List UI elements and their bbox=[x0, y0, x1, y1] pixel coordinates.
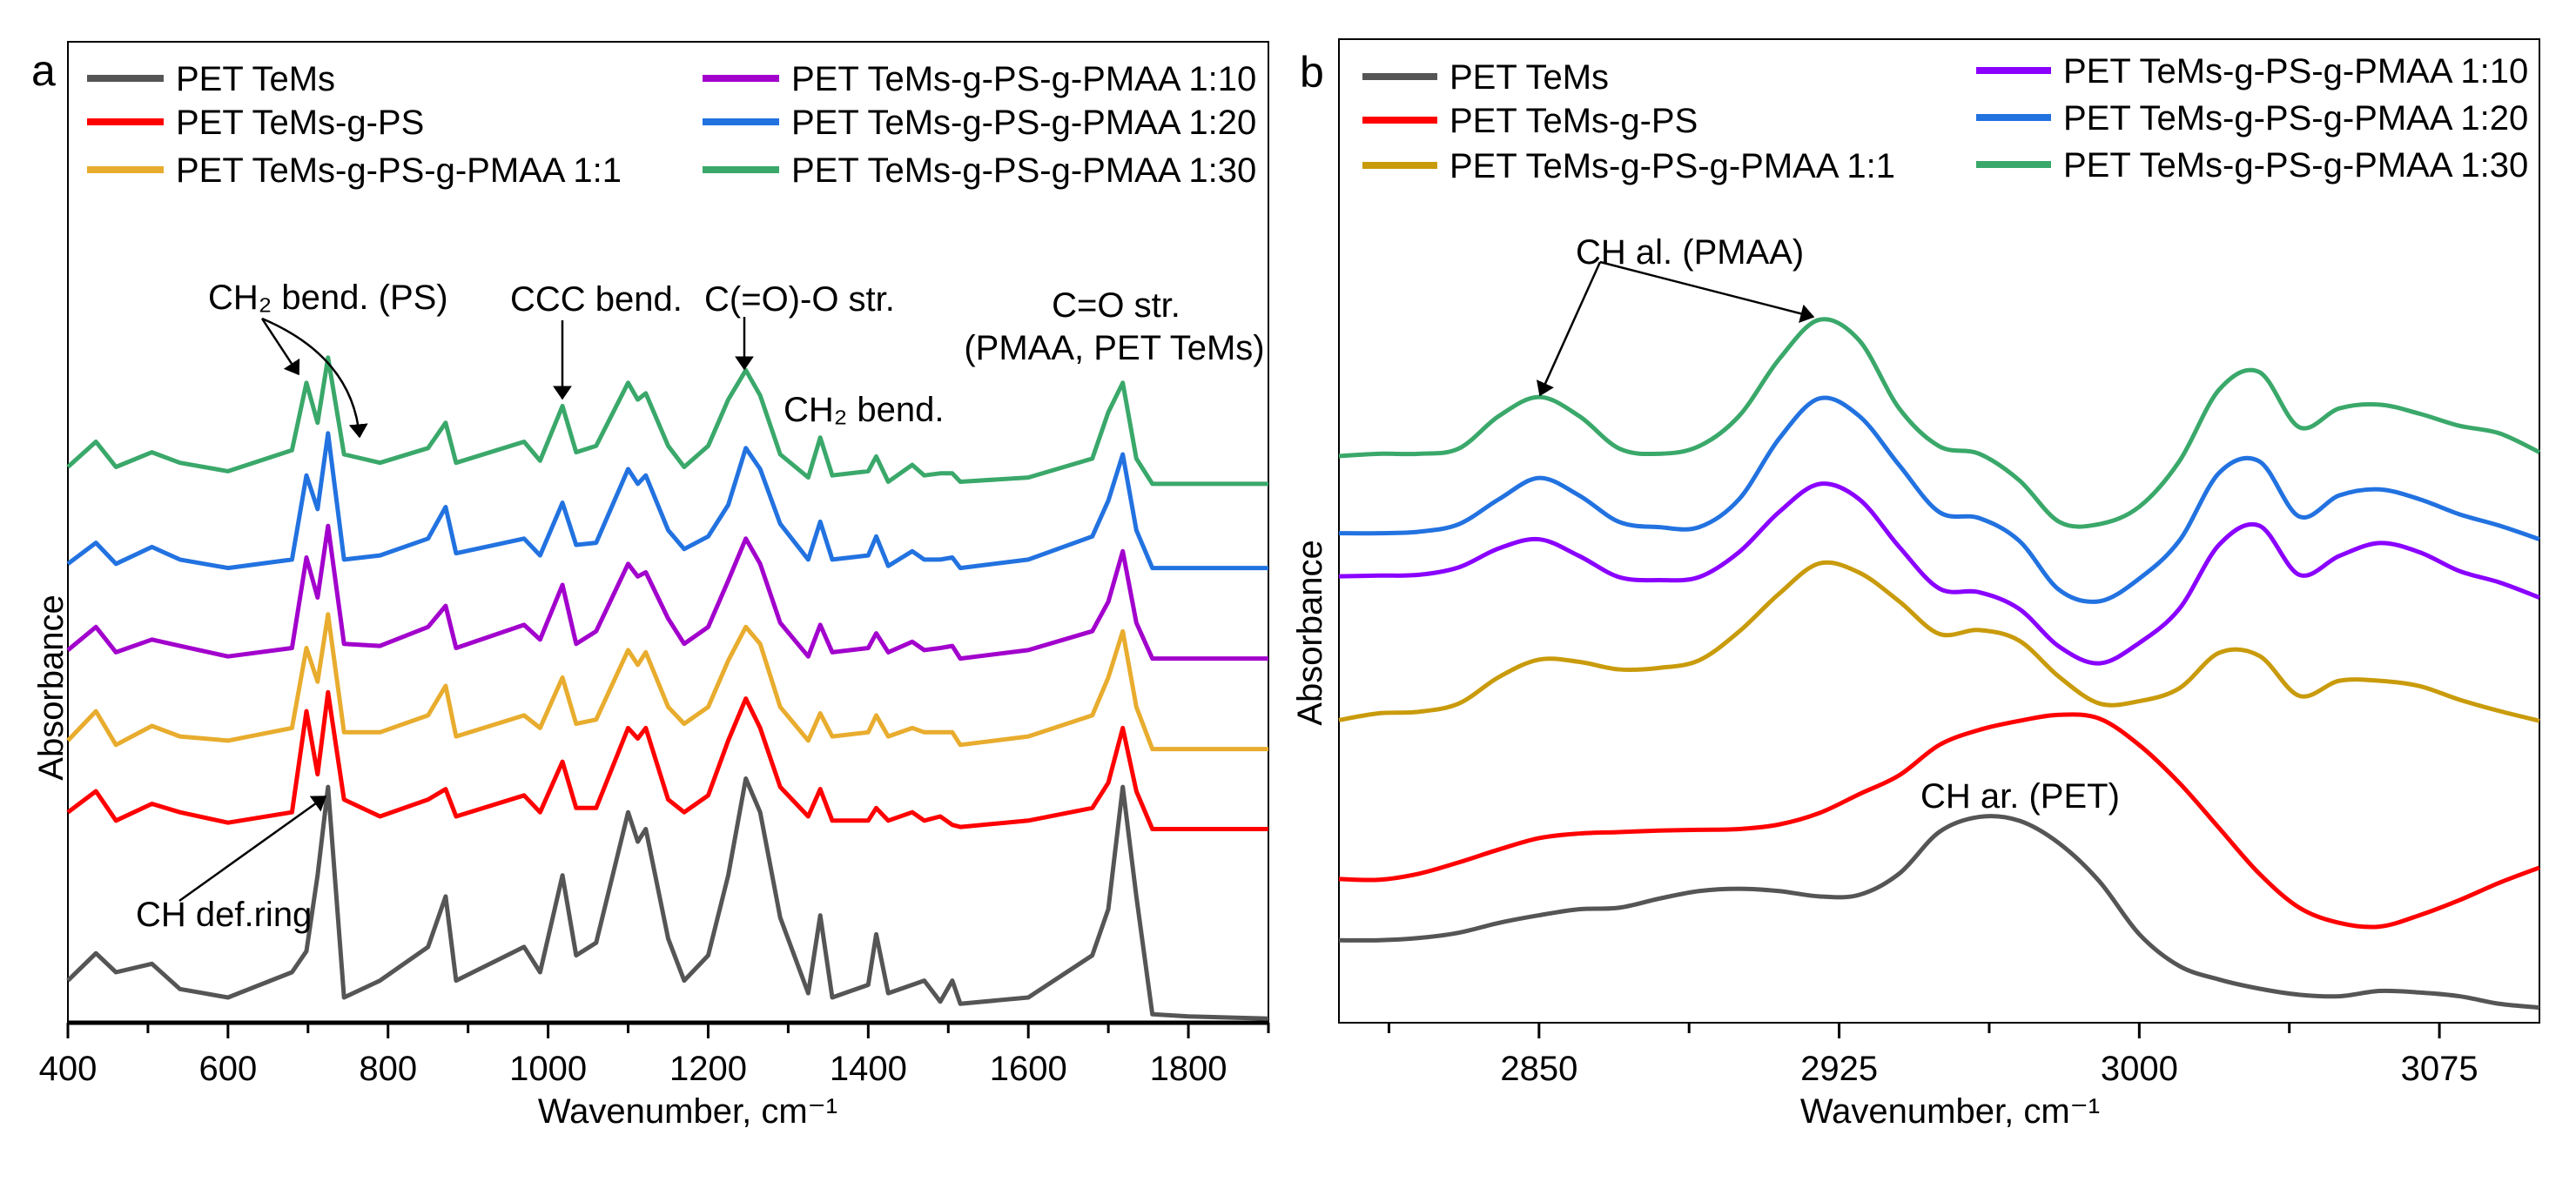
legend-item: PET TeMs-g-PS bbox=[87, 104, 424, 142]
arrow-ch-al-2 bbox=[1599, 260, 1815, 324]
series-line-b-0 bbox=[1338, 814, 2540, 1011]
legend-item: PET TeMs-g-PS-g-PMAA 1:10 bbox=[1976, 52, 2528, 91]
legend-label: PET TeMs-g-PS bbox=[1449, 102, 1698, 140]
annotation-ch2-bend-ps: CH₂ bend. (PS) bbox=[208, 279, 448, 317]
x-tick-label: 1200 bbox=[669, 1050, 747, 1088]
arrow-ch2-ps-2 bbox=[261, 317, 368, 439]
x-tick-label: 800 bbox=[359, 1050, 417, 1088]
legend-label: PET TeMs-g-PS-g-PMAA 1:10 bbox=[2063, 52, 2528, 91]
legend-item: PET TeMs-g-PS-g-PMAA 1:20 bbox=[703, 104, 1256, 142]
annotation-ccc-bend: CCC bend. bbox=[510, 280, 683, 319]
x-tick-label: 1600 bbox=[990, 1050, 1067, 1088]
series-group-a bbox=[66, 355, 1269, 1021]
plot-frame-b bbox=[1338, 38, 2540, 1024]
legend-b: PET TeMs PET TeMs-g-PS PET TeMs-g-PS-g-PMA… bbox=[1362, 52, 2528, 185]
series-line-a-5 bbox=[66, 355, 1268, 487]
legend-label: PET TeMs-g-PS-g-PMAA 1:30 bbox=[791, 151, 1256, 190]
x-tick-label: 1400 bbox=[830, 1050, 907, 1088]
x-tick-label: 400 bbox=[39, 1050, 98, 1088]
legend-item: PET TeMs-g-PS-g-PMAA 1:1 bbox=[87, 151, 622, 190]
x-tick-label: 3075 bbox=[2401, 1050, 2478, 1088]
legend-item: PET TeMs-g-PS bbox=[1362, 102, 1698, 140]
arrow-ch-def-ring bbox=[178, 795, 327, 903]
legend-label: PET TeMs bbox=[176, 60, 335, 98]
legend-item: PET TeMs-g-PS-g-PMAA 1:20 bbox=[1976, 99, 2528, 138]
series-line-b-4 bbox=[1338, 395, 2540, 604]
x-ticks-b: 2850 2925 3000 3075 bbox=[1387, 1023, 2478, 1088]
annotations-a: CH₂ bend. (PS) CCC bend. C(=O)-O str. CH… bbox=[136, 279, 1265, 934]
panel-b: 2850 2925 3000 3075 b Absorbance Wavenumber… bbox=[1291, 38, 2541, 1131]
series-line-b-3 bbox=[1338, 481, 2540, 666]
series-line-b-1 bbox=[1338, 712, 2540, 930]
panel-label-a: a bbox=[31, 46, 56, 95]
series-line-a-3 bbox=[66, 523, 1268, 662]
x-tick-label: 1800 bbox=[1150, 1050, 1227, 1088]
x-tick-label: 600 bbox=[198, 1050, 257, 1088]
legend-item: PET TeMs-g-PS-g-PMAA 1:1 bbox=[1362, 147, 1895, 185]
legend-a: PET TeMs PET TeMs-g-PS PET TeMs-g-PS-g-PMA… bbox=[87, 60, 1256, 190]
legend-item: PET TeMs-g-PS-g-PMAA 1:30 bbox=[1976, 146, 2528, 185]
x-tick-label: 2850 bbox=[1500, 1050, 1577, 1088]
legend-label: PET TeMs bbox=[1449, 58, 1609, 97]
legend-label: PET TeMs-g-PS-g-PMAA 1:10 bbox=[791, 60, 1256, 98]
series-line-b-5 bbox=[1338, 317, 2541, 529]
legend-label: PET TeMs-g-PS-g-PMAA 1:1 bbox=[176, 151, 622, 190]
panel-a: 400 600 800 1000 1200 1400 1600 1800 a Absorban… bbox=[31, 41, 1270, 1131]
series-line-a-4 bbox=[66, 431, 1268, 571]
annotation-ch-al-pmaa: CH al. (PMAA) bbox=[1576, 233, 1804, 272]
legend-label: PET TeMs-g-PS-g-PMAA 1:30 bbox=[2063, 146, 2528, 185]
series-line-a-2 bbox=[66, 612, 1268, 752]
annotation-ch2-bend: CH₂ bend. bbox=[784, 391, 945, 429]
annotations-b: CH al. (PMAA) CH ar. (PET) bbox=[1537, 233, 2120, 816]
legend-item: PET TeMs bbox=[87, 60, 335, 98]
x-ticks-a: 400 600 800 1000 1200 1400 1600 1800 bbox=[39, 1023, 1270, 1088]
arrow-ch-al-1 bbox=[1537, 261, 1602, 397]
panel-label-b: b bbox=[1300, 48, 1324, 97]
x-axis-label-a: Wavenumber, cm⁻¹ bbox=[538, 1092, 837, 1131]
arrow-ch2-ps-1 bbox=[260, 318, 300, 376]
annotation-c-o-str: C=O str. bbox=[1052, 286, 1180, 325]
x-tick-label: 3000 bbox=[2101, 1050, 2178, 1088]
annotation-pmaa-pet: (PMAA, PET TeMs) bbox=[964, 329, 1264, 367]
legend-label: PET TeMs-g-PS bbox=[176, 104, 424, 142]
y-axis-label-a: Absorbance bbox=[32, 594, 71, 780]
x-axis-label-b: Wavenumber, cm⁻¹ bbox=[1800, 1092, 2100, 1131]
annotation-c-o-o-str: C(=O)-O str. bbox=[704, 280, 895, 319]
legend-label: PET TeMs-g-PS-g-PMAA 1:1 bbox=[1449, 147, 1895, 185]
x-tick-label: 2925 bbox=[1800, 1050, 1878, 1088]
x-tick-label: 1000 bbox=[509, 1050, 587, 1088]
series-line-b-2 bbox=[1338, 560, 2540, 723]
legend-label: PET TeMs-g-PS-g-PMAA 1:20 bbox=[2063, 99, 2528, 138]
annotation-ch-def-ring: CH def.ring bbox=[136, 896, 312, 934]
legend-label: PET TeMs-g-PS-g-PMAA 1:20 bbox=[791, 104, 1256, 142]
y-axis-label-b: Absorbance bbox=[1291, 540, 1329, 725]
series-line-a-0 bbox=[66, 776, 1269, 1021]
legend-item: PET TeMs-g-PS-g-PMAA 1:10 bbox=[703, 60, 1256, 98]
legend-item: PET TeMs-g-PS-g-PMAA 1:30 bbox=[703, 151, 1256, 190]
series-line-a-1 bbox=[66, 689, 1268, 831]
annotation-ch-ar-pet: CH ar. (PET) bbox=[1920, 777, 2120, 816]
series-group-b bbox=[1338, 317, 2541, 1011]
legend-item: PET TeMs bbox=[1362, 58, 1609, 97]
